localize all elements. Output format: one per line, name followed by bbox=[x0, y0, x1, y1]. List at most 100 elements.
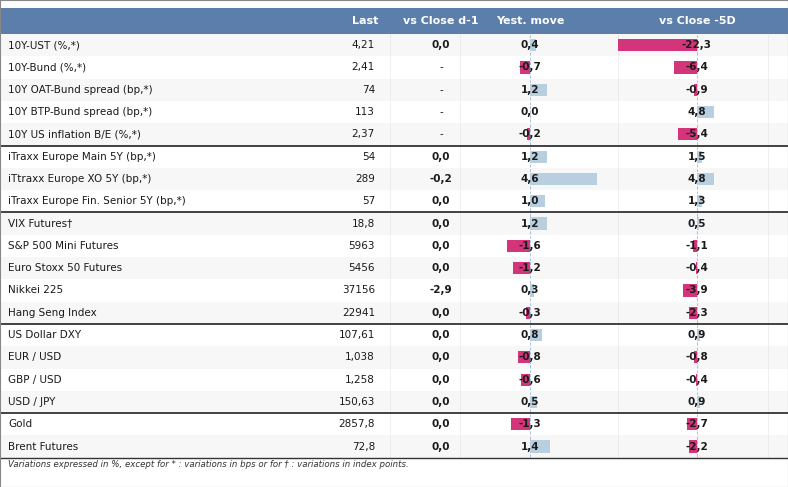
Text: 37156: 37156 bbox=[342, 285, 375, 296]
Text: Euro Stoxx 50 Futures: Euro Stoxx 50 Futures bbox=[8, 263, 122, 273]
Text: 1,5: 1,5 bbox=[688, 151, 706, 162]
Text: 0,0: 0,0 bbox=[432, 330, 450, 340]
Text: 4,6: 4,6 bbox=[521, 174, 539, 184]
Bar bbox=[0, 413, 788, 435]
Text: 0,5: 0,5 bbox=[688, 219, 706, 228]
Bar bbox=[694, 351, 697, 363]
Text: 57: 57 bbox=[362, 196, 375, 206]
Text: 0,8: 0,8 bbox=[521, 330, 539, 340]
Text: 0,0: 0,0 bbox=[432, 151, 450, 162]
Text: 1,258: 1,258 bbox=[345, 375, 375, 385]
Text: -2,2: -2,2 bbox=[686, 442, 708, 451]
Text: 289: 289 bbox=[355, 174, 375, 184]
Text: 0,0: 0,0 bbox=[432, 263, 450, 273]
Bar bbox=[0, 369, 788, 391]
Bar bbox=[697, 173, 714, 185]
Bar bbox=[690, 440, 697, 453]
Bar bbox=[0, 78, 788, 101]
Text: 4,8: 4,8 bbox=[688, 107, 706, 117]
Bar bbox=[527, 128, 530, 140]
Text: 0,3: 0,3 bbox=[521, 285, 539, 296]
Text: -22,3: -22,3 bbox=[682, 40, 712, 50]
Text: Nikkei 225: Nikkei 225 bbox=[8, 285, 63, 296]
Text: 1,2: 1,2 bbox=[521, 219, 539, 228]
Bar bbox=[530, 195, 545, 207]
Bar bbox=[530, 39, 536, 51]
Text: GBP / USD: GBP / USD bbox=[8, 375, 61, 385]
Text: 107,61: 107,61 bbox=[339, 330, 375, 340]
Bar bbox=[0, 190, 788, 212]
Text: 0,0: 0,0 bbox=[432, 196, 450, 206]
Text: 0,4: 0,4 bbox=[521, 40, 539, 50]
Bar bbox=[512, 262, 530, 274]
Text: iTtraxx Europe XO 5Y (bp,*): iTtraxx Europe XO 5Y (bp,*) bbox=[8, 174, 151, 184]
Text: -1,6: -1,6 bbox=[519, 241, 541, 251]
Bar bbox=[522, 374, 530, 386]
Text: -: - bbox=[439, 62, 443, 73]
Bar bbox=[530, 150, 548, 163]
Text: US Dollar DXY: US Dollar DXY bbox=[8, 330, 81, 340]
Text: iTraxx Europe Main 5Y (bp,*): iTraxx Europe Main 5Y (bp,*) bbox=[8, 151, 156, 162]
Text: -0,2: -0,2 bbox=[429, 174, 452, 184]
Text: Gold: Gold bbox=[8, 419, 32, 429]
Bar bbox=[519, 351, 530, 363]
Bar bbox=[697, 217, 699, 230]
Bar bbox=[0, 280, 788, 301]
Bar bbox=[697, 150, 702, 163]
Text: -0,4: -0,4 bbox=[686, 263, 708, 273]
Text: -0,6: -0,6 bbox=[519, 375, 541, 385]
Text: 10Y OAT-Bund spread (bp,*): 10Y OAT-Bund spread (bp,*) bbox=[8, 85, 153, 95]
Text: -: - bbox=[439, 85, 443, 95]
Text: 0,0: 0,0 bbox=[432, 241, 450, 251]
Bar bbox=[697, 396, 701, 408]
Text: -5,4: -5,4 bbox=[686, 130, 708, 139]
Bar bbox=[0, 235, 788, 257]
Text: 0,0: 0,0 bbox=[432, 40, 450, 50]
Bar bbox=[530, 84, 548, 96]
Text: -: - bbox=[439, 130, 443, 139]
Text: -1,1: -1,1 bbox=[686, 241, 708, 251]
Text: 5456: 5456 bbox=[348, 263, 375, 273]
Bar bbox=[0, 257, 788, 280]
Text: 0,0: 0,0 bbox=[432, 442, 450, 451]
Text: vs Close -5D: vs Close -5D bbox=[659, 16, 735, 26]
Text: vs Close d-1: vs Close d-1 bbox=[403, 16, 479, 26]
Text: -0,3: -0,3 bbox=[519, 308, 541, 318]
Text: 72,8: 72,8 bbox=[351, 442, 375, 451]
Bar bbox=[0, 324, 788, 346]
Bar bbox=[683, 284, 697, 297]
Bar bbox=[0, 146, 788, 168]
Text: 10Y BTP-Bund spread (bp,*): 10Y BTP-Bund spread (bp,*) bbox=[8, 107, 152, 117]
Text: Brent Futures: Brent Futures bbox=[8, 442, 78, 451]
Bar bbox=[530, 329, 541, 341]
Text: -0,8: -0,8 bbox=[519, 353, 541, 362]
Text: 2,41: 2,41 bbox=[351, 62, 375, 73]
Text: 0,0: 0,0 bbox=[432, 419, 450, 429]
Bar bbox=[530, 217, 548, 230]
Bar bbox=[689, 307, 697, 319]
Bar bbox=[507, 240, 530, 252]
Bar bbox=[696, 262, 697, 274]
Text: -: - bbox=[439, 107, 443, 117]
Text: -2,3: -2,3 bbox=[686, 308, 708, 318]
Bar bbox=[0, 123, 788, 146]
Text: -0,7: -0,7 bbox=[519, 62, 541, 73]
Bar bbox=[678, 128, 697, 140]
Text: -0,9: -0,9 bbox=[686, 85, 708, 95]
Bar bbox=[526, 307, 530, 319]
Text: Hang Seng Index: Hang Seng Index bbox=[8, 308, 97, 318]
Text: 1,4: 1,4 bbox=[521, 442, 539, 451]
Text: 0,9: 0,9 bbox=[688, 397, 706, 407]
Bar bbox=[687, 418, 697, 431]
Bar bbox=[530, 173, 597, 185]
Text: 0,0: 0,0 bbox=[521, 107, 539, 117]
Text: 18,8: 18,8 bbox=[351, 219, 375, 228]
Bar bbox=[696, 374, 697, 386]
Text: Last: Last bbox=[351, 16, 378, 26]
Text: 4,8: 4,8 bbox=[688, 174, 706, 184]
Text: 0,0: 0,0 bbox=[432, 308, 450, 318]
Text: 22941: 22941 bbox=[342, 308, 375, 318]
Bar bbox=[618, 39, 697, 51]
Text: 10Y-Bund (%,*): 10Y-Bund (%,*) bbox=[8, 62, 86, 73]
Text: -0,2: -0,2 bbox=[519, 130, 541, 139]
